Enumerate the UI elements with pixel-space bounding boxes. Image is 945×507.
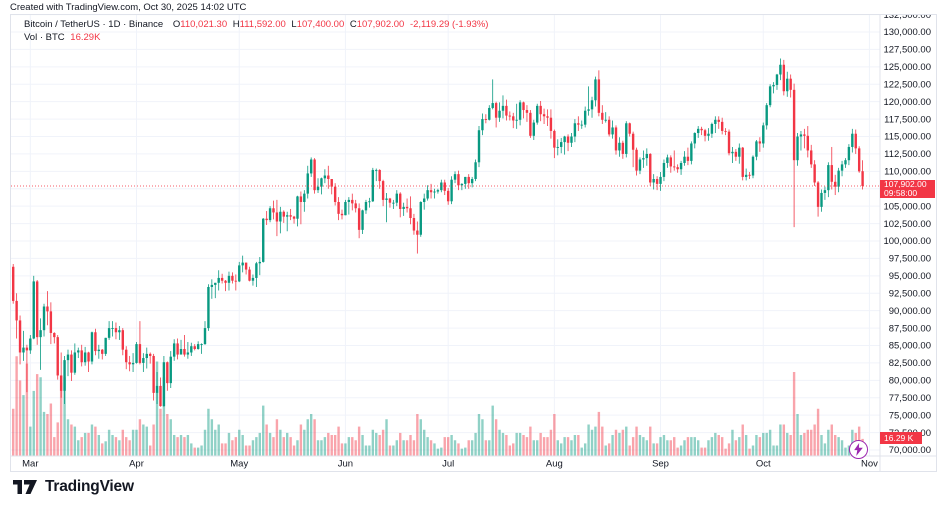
legend-symbol-row: Bitcoin / TetherUS · 1D · Binance O110,0…: [24, 19, 488, 32]
svg-text:125,000.00: 125,000.00: [883, 62, 931, 73]
tradingview-logo-icon[interactable]: [13, 479, 38, 495]
svg-text:110,000.00: 110,000.00: [884, 167, 931, 178]
svg-text:82,500.00: 82,500.00: [889, 358, 931, 369]
legend-volume-row: Vol · BTC 16.29K: [24, 32, 488, 45]
low-value: 107,400.00: [296, 19, 345, 30]
open-label: O: [172, 19, 181, 30]
svg-text:87,500.00: 87,500.00: [889, 323, 931, 334]
chart-widget: 70,000.0072,500.0075,000.0077,500.0080,0…: [10, 14, 937, 472]
lightning-bolt-icon: [854, 443, 863, 456]
chart-plot-area[interactable]: 70,000.0072,500.0075,000.0077,500.0080,0…: [11, 15, 936, 471]
svg-text:Sep: Sep: [652, 459, 669, 470]
volume-value: 16.29K: [70, 31, 101, 43]
svg-text:117,500.00: 117,500.00: [884, 114, 931, 125]
attribution-text: Created with TradingView.com, Oct 30, 20…: [10, 2, 247, 13]
close-label: C: [349, 19, 357, 30]
time-axis-labels[interactable]: Mar Apr May Jun Jul Aug Sep Oct Nov: [22, 459, 878, 470]
svg-text:115,000.00: 115,000.00: [884, 132, 931, 143]
bar-countdown: 09:58:00: [884, 188, 918, 198]
svg-text:85,000.00: 85,000.00: [889, 341, 931, 352]
svg-text:130,000.00: 130,000.00: [883, 27, 931, 38]
svg-text:122,500.00: 122,500.00: [883, 79, 931, 90]
svg-text:132,500.00: 132,500.00: [883, 15, 931, 21]
svg-text:Apr: Apr: [129, 459, 144, 470]
symbol-title: Bitcoin / TetherUS · 1D · Binance: [24, 19, 164, 30]
volume-label: Vol · BTC: [24, 31, 65, 43]
svg-text:95,000.00: 95,000.00: [889, 271, 931, 282]
svg-text:90,000.00: 90,000.00: [889, 306, 931, 317]
svg-text:80,000.00: 80,000.00: [889, 376, 931, 387]
last-volume-value: 16.29 K: [884, 433, 914, 443]
svg-text:Jul: Jul: [442, 459, 454, 470]
svg-text:105,000.00: 105,000.00: [883, 201, 931, 212]
svg-text:Aug: Aug: [546, 459, 563, 470]
change-value: -2,119.29 (-1.93%): [409, 19, 489, 30]
svg-text:70,000.00: 70,000.00: [889, 445, 931, 456]
axis-separators: [11, 15, 936, 471]
chart-legend[interactable]: Bitcoin / TetherUS · 1D · Binance O110,0…: [24, 19, 488, 44]
jump-to-realtime-button[interactable]: [849, 440, 868, 459]
svg-text:112,500.00: 112,500.00: [884, 149, 931, 160]
svg-text:100,000.00: 100,000.00: [883, 236, 931, 247]
volume-bars: [12, 356, 864, 456]
open-value: 110,021.30: [180, 19, 228, 30]
svg-text:102,500.00: 102,500.00: [883, 219, 931, 230]
svg-text:92,500.00: 92,500.00: [889, 288, 931, 299]
last-price-value: 107,902.00: [884, 179, 927, 189]
low-label: L: [291, 19, 297, 30]
svg-text:May: May: [230, 459, 248, 470]
price-axis-labels[interactable]: 70,000.0072,500.0075,000.0077,500.0080,0…: [883, 15, 931, 456]
high-value: 111,592.00: [239, 19, 286, 30]
close-value: 107,902.00: [356, 19, 405, 30]
svg-text:Jun: Jun: [338, 459, 353, 470]
last-volume-badge: 16.29 K: [880, 432, 922, 444]
tradingview-wordmark[interactable]: TradingView: [45, 478, 134, 495]
svg-text:Nov: Nov: [861, 459, 878, 470]
svg-text:127,500.00: 127,500.00: [883, 45, 931, 56]
svg-text:Oct: Oct: [756, 459, 771, 470]
high-label: H: [232, 19, 240, 30]
svg-text:120,000.00: 120,000.00: [883, 97, 931, 108]
last-price-badge: 107,902.00 09:58:00: [880, 180, 935, 198]
candles-series: [12, 58, 864, 407]
footer: TradingView: [13, 478, 134, 496]
svg-text:75,000.00: 75,000.00: [889, 410, 931, 421]
svg-text:77,500.00: 77,500.00: [889, 393, 931, 404]
svg-text:Mar: Mar: [22, 459, 38, 470]
svg-text:97,500.00: 97,500.00: [889, 254, 931, 265]
gridlines: [11, 15, 880, 456]
